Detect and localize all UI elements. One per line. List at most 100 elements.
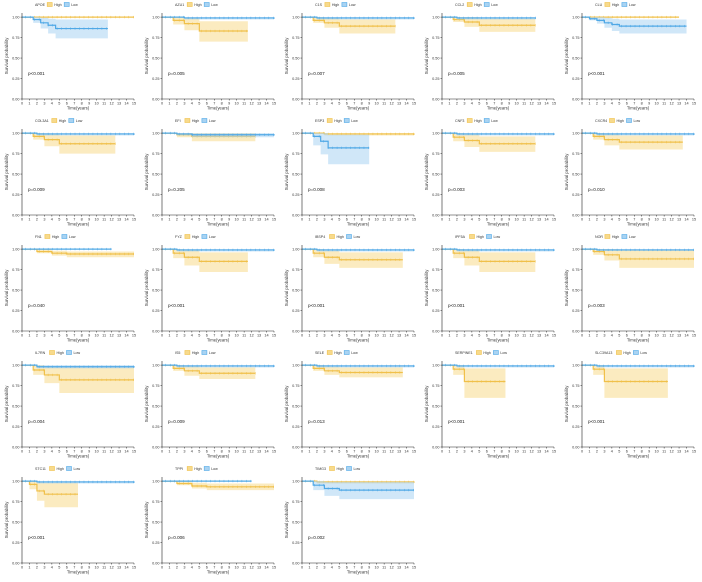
y-tick-label: 1.00 [12, 247, 19, 251]
y-tick-label: 1.00 [292, 131, 299, 135]
y-tick-label: 1.00 [12, 363, 19, 367]
y-tick-label: 0.75 [152, 152, 159, 156]
x-tick-label: 11 [242, 334, 246, 338]
x-tick-label: 6 [206, 450, 208, 454]
y-axis-title: Survival probability [144, 153, 149, 191]
y-axis-title: Survival probability [144, 385, 149, 423]
x-tick-label: 0 [581, 218, 583, 222]
x-tick-label: 14 [264, 566, 268, 570]
x-axis-title: Time(years) [627, 454, 650, 459]
x-tick-label: 9 [648, 450, 650, 454]
x-tick-label: 12 [109, 218, 113, 222]
p-value: p=0.205 [168, 187, 185, 192]
y-tick-label: 0.75 [152, 500, 159, 504]
x-tick-label: 3 [183, 218, 185, 222]
x-tick-label: 10 [375, 102, 379, 106]
x-tick-label: 2 [596, 218, 598, 222]
x-tick-label: 14 [684, 102, 688, 106]
x-tick-label: 3 [323, 566, 325, 570]
x-tick-label: 1 [168, 102, 170, 106]
x-tick-label: 5 [198, 218, 200, 222]
x-tick-label: 4 [331, 218, 333, 222]
x-tick-label: 7 [493, 450, 495, 454]
x-tick-label: 5 [478, 218, 480, 222]
x-tick-label: 8 [221, 566, 223, 570]
x-axis-title: Time(years) [627, 338, 650, 343]
p-value: p<0.001 [168, 303, 185, 308]
x-tick-label: 13 [537, 102, 541, 106]
x-axis-title: Time(years) [207, 222, 230, 227]
x-tick-label: 7 [353, 334, 355, 338]
y-tick-label: 0.25 [12, 541, 19, 545]
legend: STC11 High Low [35, 466, 80, 471]
y-tick-label: 0.50 [152, 520, 159, 524]
x-axis-title: Time(years) [487, 454, 510, 459]
x-tick-label: 13 [257, 450, 261, 454]
legend-swatch-low [66, 350, 72, 355]
legend-low-label: Low [69, 235, 76, 239]
legend-high-label: High [337, 235, 344, 239]
y-tick-label: 1.00 [572, 131, 579, 135]
x-tick-label: 15 [412, 102, 416, 106]
y-tick-label: 0.25 [572, 77, 579, 81]
y-axis-title: Survival probability [144, 501, 149, 539]
legend-gene-label: C1S [315, 3, 323, 7]
legend-swatch-high [186, 466, 193, 471]
x-tick-label: 14 [264, 334, 268, 338]
y-tick-label: 0.00 [292, 329, 299, 333]
x-tick-label: 0 [161, 102, 163, 106]
y-tick-label: 1.00 [12, 131, 19, 135]
y-tick-label: 0.00 [292, 561, 299, 565]
y-tick-label: 0.75 [572, 268, 579, 272]
legend-high-label: High [474, 3, 481, 7]
x-tick-label: 7 [353, 450, 355, 454]
x-tick-label: 2 [176, 102, 178, 106]
x-tick-label: 13 [677, 218, 681, 222]
x-tick-label: 1 [308, 218, 310, 222]
x-tick-label: 0 [301, 450, 303, 454]
legend-swatch-low [626, 118, 632, 123]
legend-high-label: High [192, 351, 199, 355]
y-tick-label: 0.25 [152, 309, 159, 313]
legend-low-label: Low [351, 119, 358, 123]
x-tick-label: 9 [88, 102, 90, 106]
y-tick-label: 0.00 [12, 445, 19, 449]
x-tick-label: 7 [73, 218, 75, 222]
x-tick-label: 4 [191, 334, 193, 338]
x-tick-label: 6 [206, 218, 208, 222]
y-tick-label: 0.75 [432, 384, 439, 388]
p-value: p<0.001 [28, 71, 45, 76]
legend-swatch-high [184, 234, 191, 239]
x-tick-label: 5 [338, 218, 340, 222]
legend-gene-label: NOR [595, 235, 603, 239]
x-tick-label: 9 [508, 450, 510, 454]
x-tick-label: 4 [611, 450, 613, 454]
x-tick-label: 10 [235, 450, 239, 454]
x-tick-label: 15 [272, 450, 276, 454]
x-tick-label: 2 [596, 450, 598, 454]
legend-swatch-high [184, 350, 191, 355]
p-value: p<0.001 [448, 419, 465, 424]
x-tick-label: 13 [257, 218, 261, 222]
y-tick-label: 0.25 [292, 425, 299, 429]
x-tick-label: 8 [641, 218, 643, 222]
legend-gene-label: IL7RN [35, 351, 46, 355]
x-tick-label: 8 [641, 450, 643, 454]
p-value: p=0.005 [168, 71, 185, 76]
x-tick-label: 9 [368, 102, 370, 106]
x-tick-label: 13 [117, 566, 121, 570]
x-tick-label: 8 [221, 218, 223, 222]
legend: FN1 High Low [35, 234, 76, 239]
x-tick-label: 13 [117, 102, 121, 106]
x-tick-label: 7 [353, 566, 355, 570]
x-tick-label: 13 [397, 566, 401, 570]
survival-curve-low [22, 16, 108, 30]
x-tick-label: 2 [456, 334, 458, 338]
x-tick-label: 5 [338, 450, 340, 454]
x-tick-label: 5 [198, 566, 200, 570]
x-tick-label: 2 [316, 450, 318, 454]
